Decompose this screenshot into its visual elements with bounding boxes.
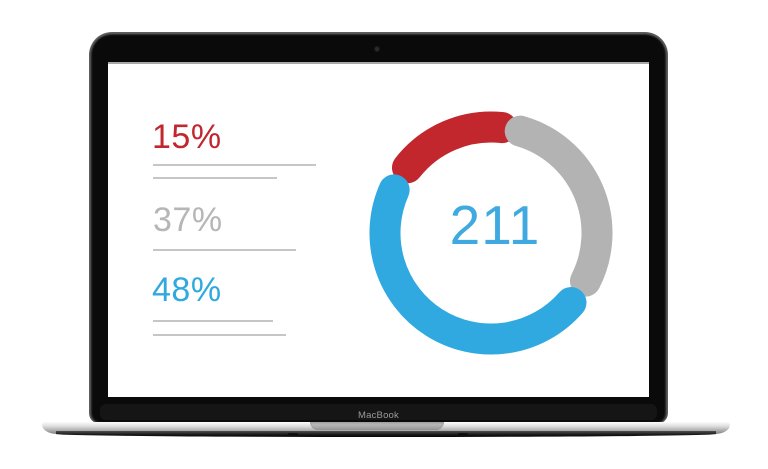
bezel-chin (100, 404, 657, 420)
stat-underline (153, 320, 273, 322)
camera-icon (374, 46, 380, 52)
base-foot-right (458, 433, 468, 435)
hinge-notch (310, 422, 444, 430)
donut-segment-red (391, 111, 518, 184)
macbook-label: MacBook (357, 410, 399, 421)
base-underside (56, 431, 716, 437)
stat-label-red: 15% (152, 118, 222, 156)
donut-center-value: 211 (450, 194, 541, 256)
laptop-lid: 15% 37% 48% 211 MacBook (90, 33, 667, 423)
base-foot-left (288, 433, 298, 435)
laptop-base (42, 422, 730, 437)
stat-underline (153, 334, 286, 336)
stat-label-blue: 48% (152, 271, 222, 309)
donut-segment-blue (369, 174, 587, 355)
stat-underline (153, 249, 296, 251)
stat-label-gray: 37% (153, 201, 223, 239)
laptop-screen: 15% 37% 48% 211 (108, 62, 649, 397)
donut-segment-gray (504, 115, 613, 297)
stat-underline (153, 164, 316, 166)
donut-chart: 211 (369, 111, 613, 355)
stat-underline (153, 177, 277, 179)
